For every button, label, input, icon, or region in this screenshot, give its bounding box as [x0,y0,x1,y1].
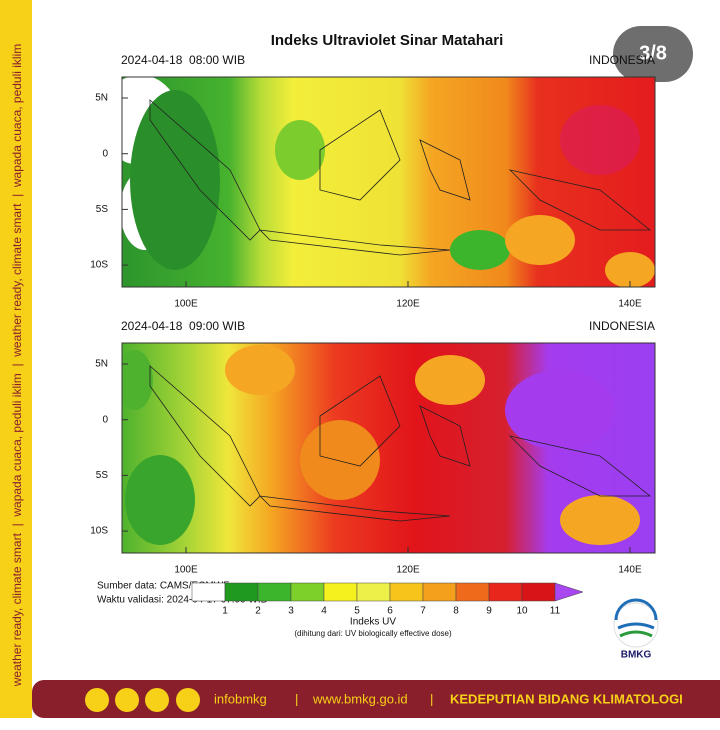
lat-label: 10S [90,260,108,271]
footer-department: KEDEPUTIAN BIDANG KLIMATOLOGI [450,691,683,706]
social-icons [85,688,200,712]
colorbar-segment [422,582,457,602]
lon-label: 140E [618,299,642,310]
page-indicator-pill [613,26,693,82]
colorbar-extend [554,582,584,602]
colorbar-label: 7 [420,606,426,617]
colorbar-label: 10 [516,606,528,617]
colorbar-label: 4 [321,606,327,617]
map-frame [121,342,656,554]
colorbar-label: 2 [255,606,261,617]
colorbar-segment [257,582,292,602]
colorbar-segment [488,582,523,602]
colorbar-label: 11 [550,606,561,617]
footer-separator: | [430,691,433,706]
panel-timestamp: 2024-04-18 09:00 WIB [121,319,245,333]
footer-handle: infobmkg [214,691,267,706]
uv-map-1 [122,77,655,287]
colorbar-segment [521,582,556,602]
lat-label: 0 [102,414,108,425]
uv-map-2 [122,343,655,553]
lon-label: 100E [174,565,198,576]
lat-label: 5S [96,470,109,481]
validity: Waktu validasi: 2024-04-17 07:00 WIB [97,595,268,606]
logo-text: BMKG [621,650,652,661]
colorbar-segment [191,582,226,602]
colorbar-segment [323,582,358,602]
colorbar-segment [389,582,424,602]
colorbar-title: Indeks UV [350,617,396,628]
colorbar-label: 3 [288,606,294,617]
source: Sumber data: CAMS/ECMWF [97,581,229,592]
lon-label: 120E [396,565,420,576]
lat-label: 0 [102,148,108,159]
colorbar-label: 6 [387,606,393,617]
colorbar-segment [290,582,325,602]
lat-label: 10S [90,526,108,537]
lon-label: 100E [174,299,198,310]
footer-band [32,680,720,718]
footer-website: www.bmkg.go.id [312,691,408,706]
footer-separator: | [295,691,298,706]
colorbar-label: 9 [486,606,492,617]
lat-label: 5N [95,359,108,370]
colorbar-segment [224,582,259,602]
colorbar-segment [455,582,490,602]
lon-label: 120E [396,299,420,310]
map-frame [121,76,656,288]
colorbar-label: 5 [354,606,360,617]
title: Indeks Ultraviolet Sinar Matahari [271,32,504,49]
side-text: weather ready, climate smart | wapada cu… [10,44,24,688]
colorbar-label: 1 [222,606,228,617]
panel-region: INDONESIA [589,53,655,67]
lat-label: 5S [96,204,109,215]
panel-region: INDONESIA [589,319,655,333]
lon-label: 140E [618,565,642,576]
bmkg-logo [613,598,659,648]
colorbar-note: (dihitung dari: UV biologically effectiv… [294,629,452,638]
lat-label: 5N [95,93,108,104]
colorbar-label: 8 [453,606,459,617]
panel-timestamp: 2024-04-18 08:00 WIB [121,53,245,67]
side-stripe [0,0,32,718]
page-indicator: 3/8 [639,42,667,64]
colorbar-segment [356,582,391,602]
